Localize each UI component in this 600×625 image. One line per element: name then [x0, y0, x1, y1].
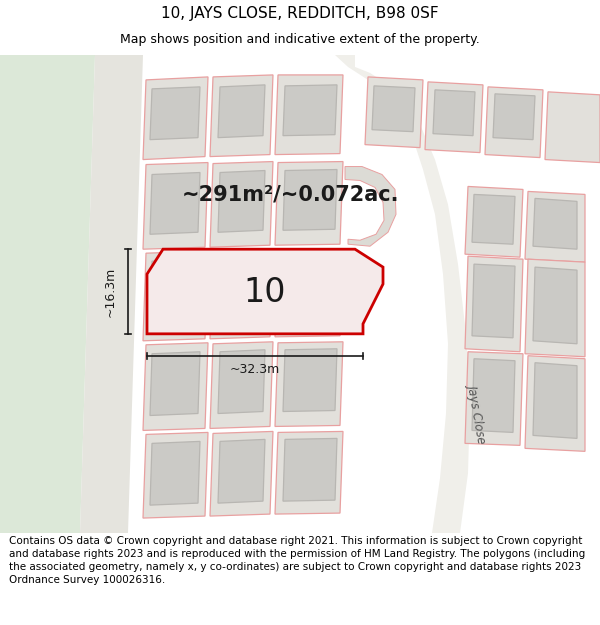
- Polygon shape: [210, 342, 273, 429]
- Polygon shape: [150, 441, 200, 505]
- Polygon shape: [465, 256, 523, 352]
- Polygon shape: [275, 161, 343, 245]
- Polygon shape: [345, 166, 396, 246]
- Polygon shape: [275, 75, 343, 154]
- Polygon shape: [143, 432, 208, 518]
- Polygon shape: [143, 251, 208, 341]
- Polygon shape: [150, 173, 200, 234]
- Polygon shape: [372, 86, 415, 132]
- Polygon shape: [472, 264, 515, 338]
- Polygon shape: [283, 169, 337, 230]
- Text: ~16.3m: ~16.3m: [104, 266, 116, 317]
- Polygon shape: [143, 77, 208, 159]
- Polygon shape: [433, 90, 475, 136]
- Polygon shape: [335, 55, 470, 533]
- Polygon shape: [210, 161, 273, 248]
- Polygon shape: [150, 352, 200, 416]
- Polygon shape: [210, 250, 273, 339]
- Polygon shape: [533, 267, 577, 344]
- Polygon shape: [283, 257, 337, 322]
- Text: Jays Close: Jays Close: [466, 383, 490, 444]
- Text: Map shows position and indicative extent of the property.: Map shows position and indicative extent…: [120, 33, 480, 46]
- Polygon shape: [275, 431, 343, 514]
- Polygon shape: [143, 162, 208, 249]
- Polygon shape: [275, 250, 343, 337]
- Polygon shape: [425, 82, 483, 152]
- Polygon shape: [493, 94, 535, 139]
- Polygon shape: [80, 55, 143, 533]
- Text: Contains OS data © Crown copyright and database right 2021. This information is : Contains OS data © Crown copyright and d…: [9, 536, 585, 586]
- Polygon shape: [465, 186, 523, 257]
- Polygon shape: [485, 87, 543, 158]
- Polygon shape: [533, 198, 577, 249]
- Polygon shape: [365, 77, 423, 148]
- Polygon shape: [150, 259, 200, 326]
- Polygon shape: [218, 85, 265, 138]
- Polygon shape: [218, 439, 265, 503]
- Polygon shape: [218, 171, 265, 232]
- Polygon shape: [525, 356, 585, 451]
- Polygon shape: [210, 75, 273, 157]
- Polygon shape: [147, 249, 383, 334]
- Polygon shape: [143, 342, 208, 431]
- Polygon shape: [150, 87, 200, 139]
- Text: 10, JAYS CLOSE, REDDITCH, B98 0SF: 10, JAYS CLOSE, REDDITCH, B98 0SF: [161, 6, 439, 21]
- Polygon shape: [218, 258, 265, 324]
- Polygon shape: [0, 55, 95, 533]
- Polygon shape: [533, 362, 577, 438]
- Text: ~291m²/~0.072ac.: ~291m²/~0.072ac.: [181, 184, 399, 204]
- Polygon shape: [283, 349, 337, 411]
- Polygon shape: [472, 359, 515, 432]
- Polygon shape: [283, 438, 337, 501]
- Polygon shape: [210, 431, 273, 516]
- Text: 10: 10: [244, 276, 286, 309]
- Polygon shape: [525, 259, 585, 357]
- Polygon shape: [275, 342, 343, 426]
- Polygon shape: [283, 85, 337, 136]
- Polygon shape: [472, 194, 515, 244]
- Polygon shape: [545, 92, 600, 162]
- Polygon shape: [525, 191, 585, 262]
- Polygon shape: [465, 352, 523, 446]
- Polygon shape: [218, 350, 265, 414]
- Text: ~32.3m: ~32.3m: [230, 363, 280, 376]
